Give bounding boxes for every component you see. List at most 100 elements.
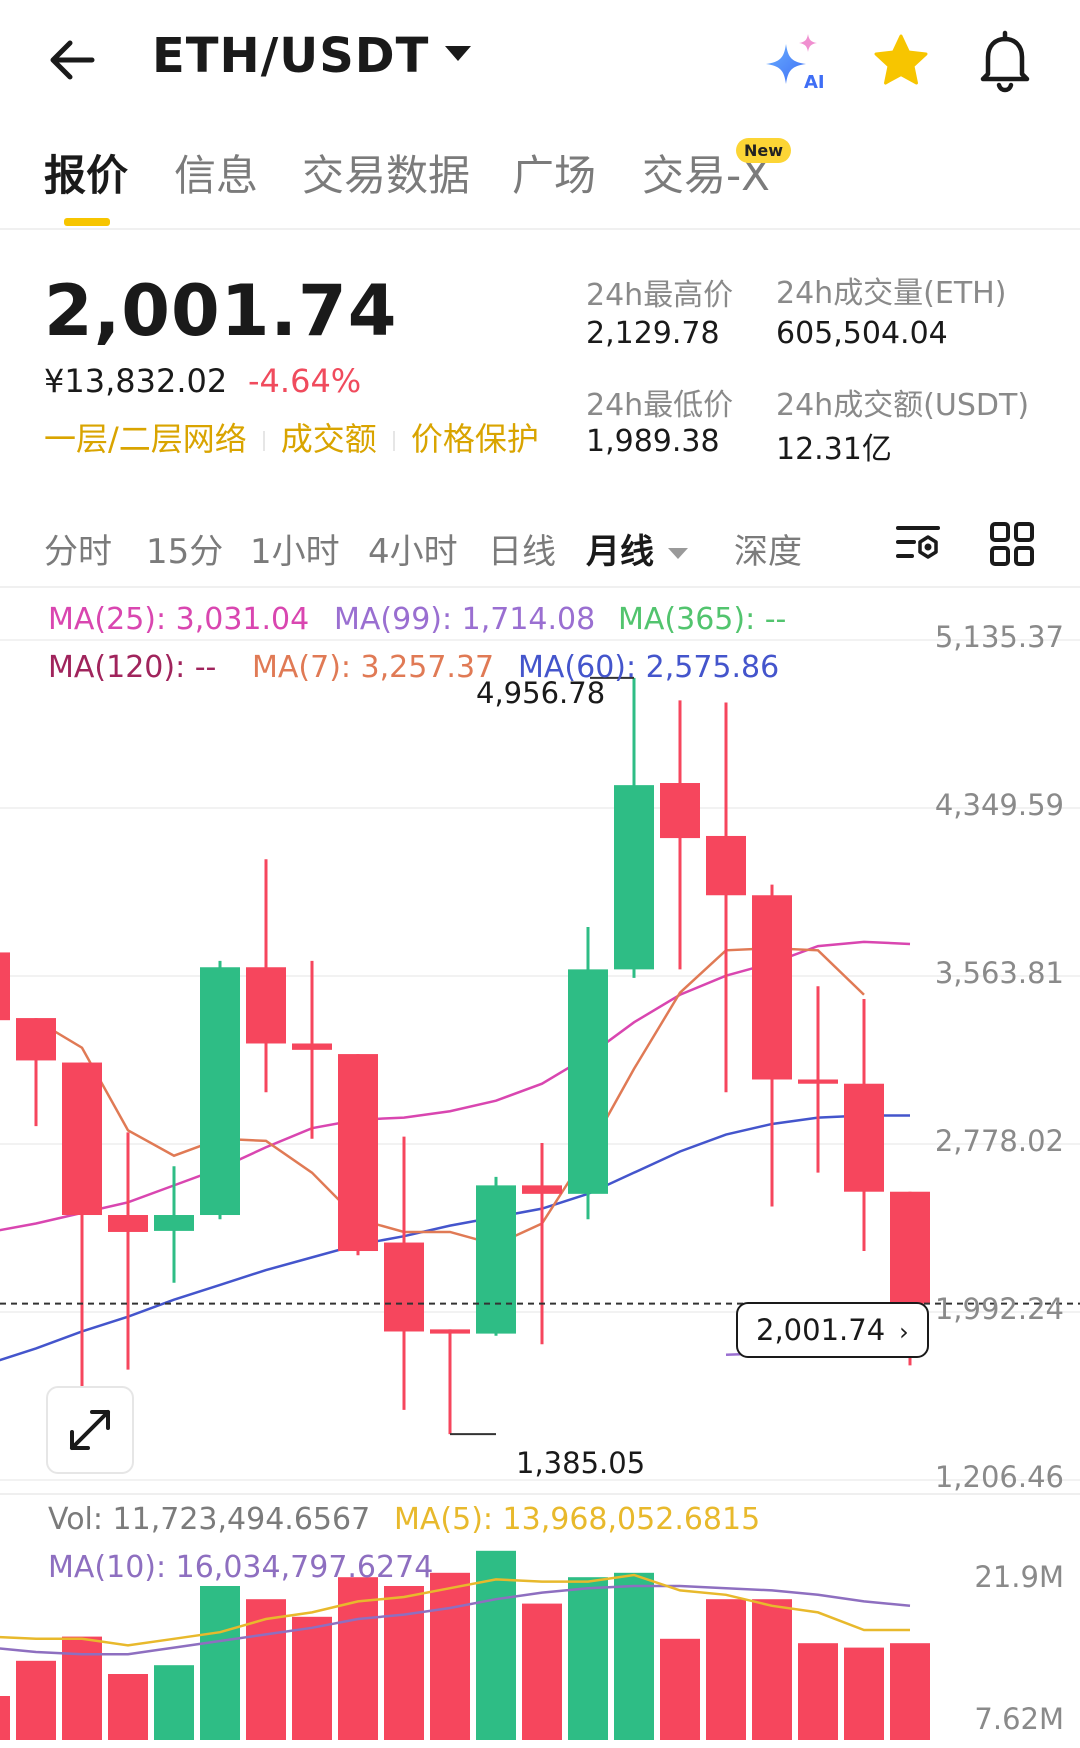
volume-bar [706, 1599, 746, 1740]
ai-sparkle-icon: AI [766, 34, 825, 93]
low-label: 24h最低价 [586, 388, 734, 423]
low-value: 1,989.38 [586, 424, 720, 459]
fullscreen-button[interactable] [46, 1386, 134, 1474]
link-price-protection[interactable]: 价格保护 [410, 420, 539, 458]
max-price-label: 4,956.78 [476, 676, 606, 710]
info-links: 一层/二层网络 成交额 价格保护 [44, 414, 539, 460]
interval-4h[interactable]: 4小时 [368, 532, 458, 572]
candle-body [62, 1062, 102, 1216]
ma25-legend: MA(25): 3,031.04 [48, 602, 310, 637]
candle-body [522, 1185, 562, 1194]
caret-down-icon [445, 45, 472, 61]
volume-bar [522, 1603, 562, 1740]
volume-bar [430, 1572, 470, 1740]
tab-trading-data[interactable]: 交易数据 [302, 151, 471, 200]
volume-bar [798, 1643, 838, 1740]
volume-base-label: 24h成交量(ETH) [776, 276, 1007, 311]
tab-square[interactable]: 广场 [512, 151, 597, 200]
indicator-settings-button[interactable] [892, 518, 944, 570]
tab-quote[interactable]: 报价 [44, 151, 129, 200]
volume-bar [844, 1647, 884, 1740]
volume-bar [62, 1636, 102, 1740]
candle-body [108, 1215, 148, 1232]
star-icon [874, 34, 928, 85]
ma60-legend: MA(60): 2,575.86 [518, 650, 780, 685]
volume-bar [568, 1577, 608, 1740]
volume-ma5-line [0, 1573, 910, 1647]
ai-assistant-button[interactable]: AI [760, 28, 830, 98]
high-label: 24h最高价 [586, 278, 734, 313]
interval-1h[interactable]: 1小时 [250, 532, 340, 572]
chart-annotations [0, 676, 1080, 1436]
layout-grid-button[interactable] [986, 518, 1038, 570]
candle-body [568, 969, 608, 1194]
volume-base-value: 605,504.04 [776, 316, 948, 351]
chevron-right-icon: › [899, 1318, 909, 1346]
candle-body [752, 895, 792, 1080]
current-price-value: 2,001.74 [756, 1313, 886, 1347]
interval-timeline[interactable]: 分时 [44, 532, 112, 572]
top-bar: ETH/USDT AI [0, 0, 1080, 120]
volume-axis-label: 7.62M [974, 1702, 1064, 1736]
grid-icon [990, 522, 1034, 566]
active-tab-indicator [64, 218, 110, 226]
back-button[interactable] [40, 30, 110, 90]
high-value: 2,129.78 [586, 316, 720, 351]
bell-icon [980, 30, 1030, 93]
volume-bar [660, 1638, 700, 1740]
current-price-tag[interactable]: 2,001.74 › [736, 1302, 929, 1358]
interval-1d[interactable]: 日线 [488, 532, 556, 572]
interval-1m-label: 月线 [586, 532, 654, 572]
candle-body [798, 1079, 838, 1084]
volume-bar [108, 1674, 148, 1740]
candle-body [246, 967, 286, 1044]
notifications-button[interactable] [972, 26, 1038, 96]
volume-bar [246, 1599, 286, 1740]
ma60-line [0, 1114, 910, 1362]
candle-body [338, 1054, 378, 1252]
volume-axis-label: 21.9M [974, 1560, 1064, 1594]
ma7-line [35, 946, 865, 1246]
price-axis-label: 5,135.37 [934, 620, 1064, 654]
link-turnover[interactable]: 成交额 [280, 420, 377, 458]
volume-bar [200, 1586, 240, 1740]
candle-body [16, 1018, 56, 1061]
candle-body [890, 1191, 930, 1304]
min-price-label: 1,385.05 [516, 1446, 646, 1480]
interval-1m[interactable]: 月线 [586, 524, 688, 573]
candle-body [292, 1043, 332, 1050]
main-tabs: 报价 信息 交易数据 广场 交易-X New [0, 130, 1080, 230]
price-axis-label: 4,349.59 [934, 788, 1064, 822]
price-axis-label: 1,992.24 [934, 1292, 1064, 1326]
chart-gridlines [0, 639, 1080, 1495]
change-percent: -4.64% [248, 362, 362, 400]
candle-body [660, 783, 700, 839]
interval-depth[interactable]: 深度 [734, 532, 802, 572]
ma99-legend: MA(99): 1,714.08 [334, 602, 596, 637]
volume-bars [0, 1550, 930, 1740]
new-badge: New [736, 138, 792, 163]
chart-settings-icon [896, 526, 940, 559]
interval-15m[interactable]: 15分 [146, 532, 224, 572]
last-price: 2,001.74 [44, 270, 398, 352]
volume-bar [890, 1643, 930, 1740]
candle-body [844, 1083, 884, 1192]
ma365-legend: MA(365): -- [618, 602, 787, 637]
volume-bar [16, 1660, 56, 1740]
volume-bar [384, 1586, 424, 1740]
volume-bar [614, 1572, 654, 1740]
candle-body [0, 952, 10, 1021]
volume-bar [0, 1696, 10, 1740]
volume-quote-label: 24h成交额(USDT) [776, 388, 1030, 423]
volume-bar [154, 1665, 194, 1740]
candle-body [476, 1185, 516, 1334]
kline-chart[interactable] [0, 590, 1080, 1748]
price-axis-label: 2,778.02 [934, 1124, 1064, 1158]
volume-value-label: Vol: 11,723,494.6567 [48, 1502, 371, 1537]
candle-body [706, 835, 746, 896]
tab-info[interactable]: 信息 [174, 151, 259, 200]
caret-down-icon [668, 548, 688, 559]
favorite-button[interactable] [868, 28, 934, 94]
pair-selector[interactable]: ETH/USDT [152, 28, 472, 84]
link-network[interactable]: 一层/二层网络 [44, 420, 247, 458]
